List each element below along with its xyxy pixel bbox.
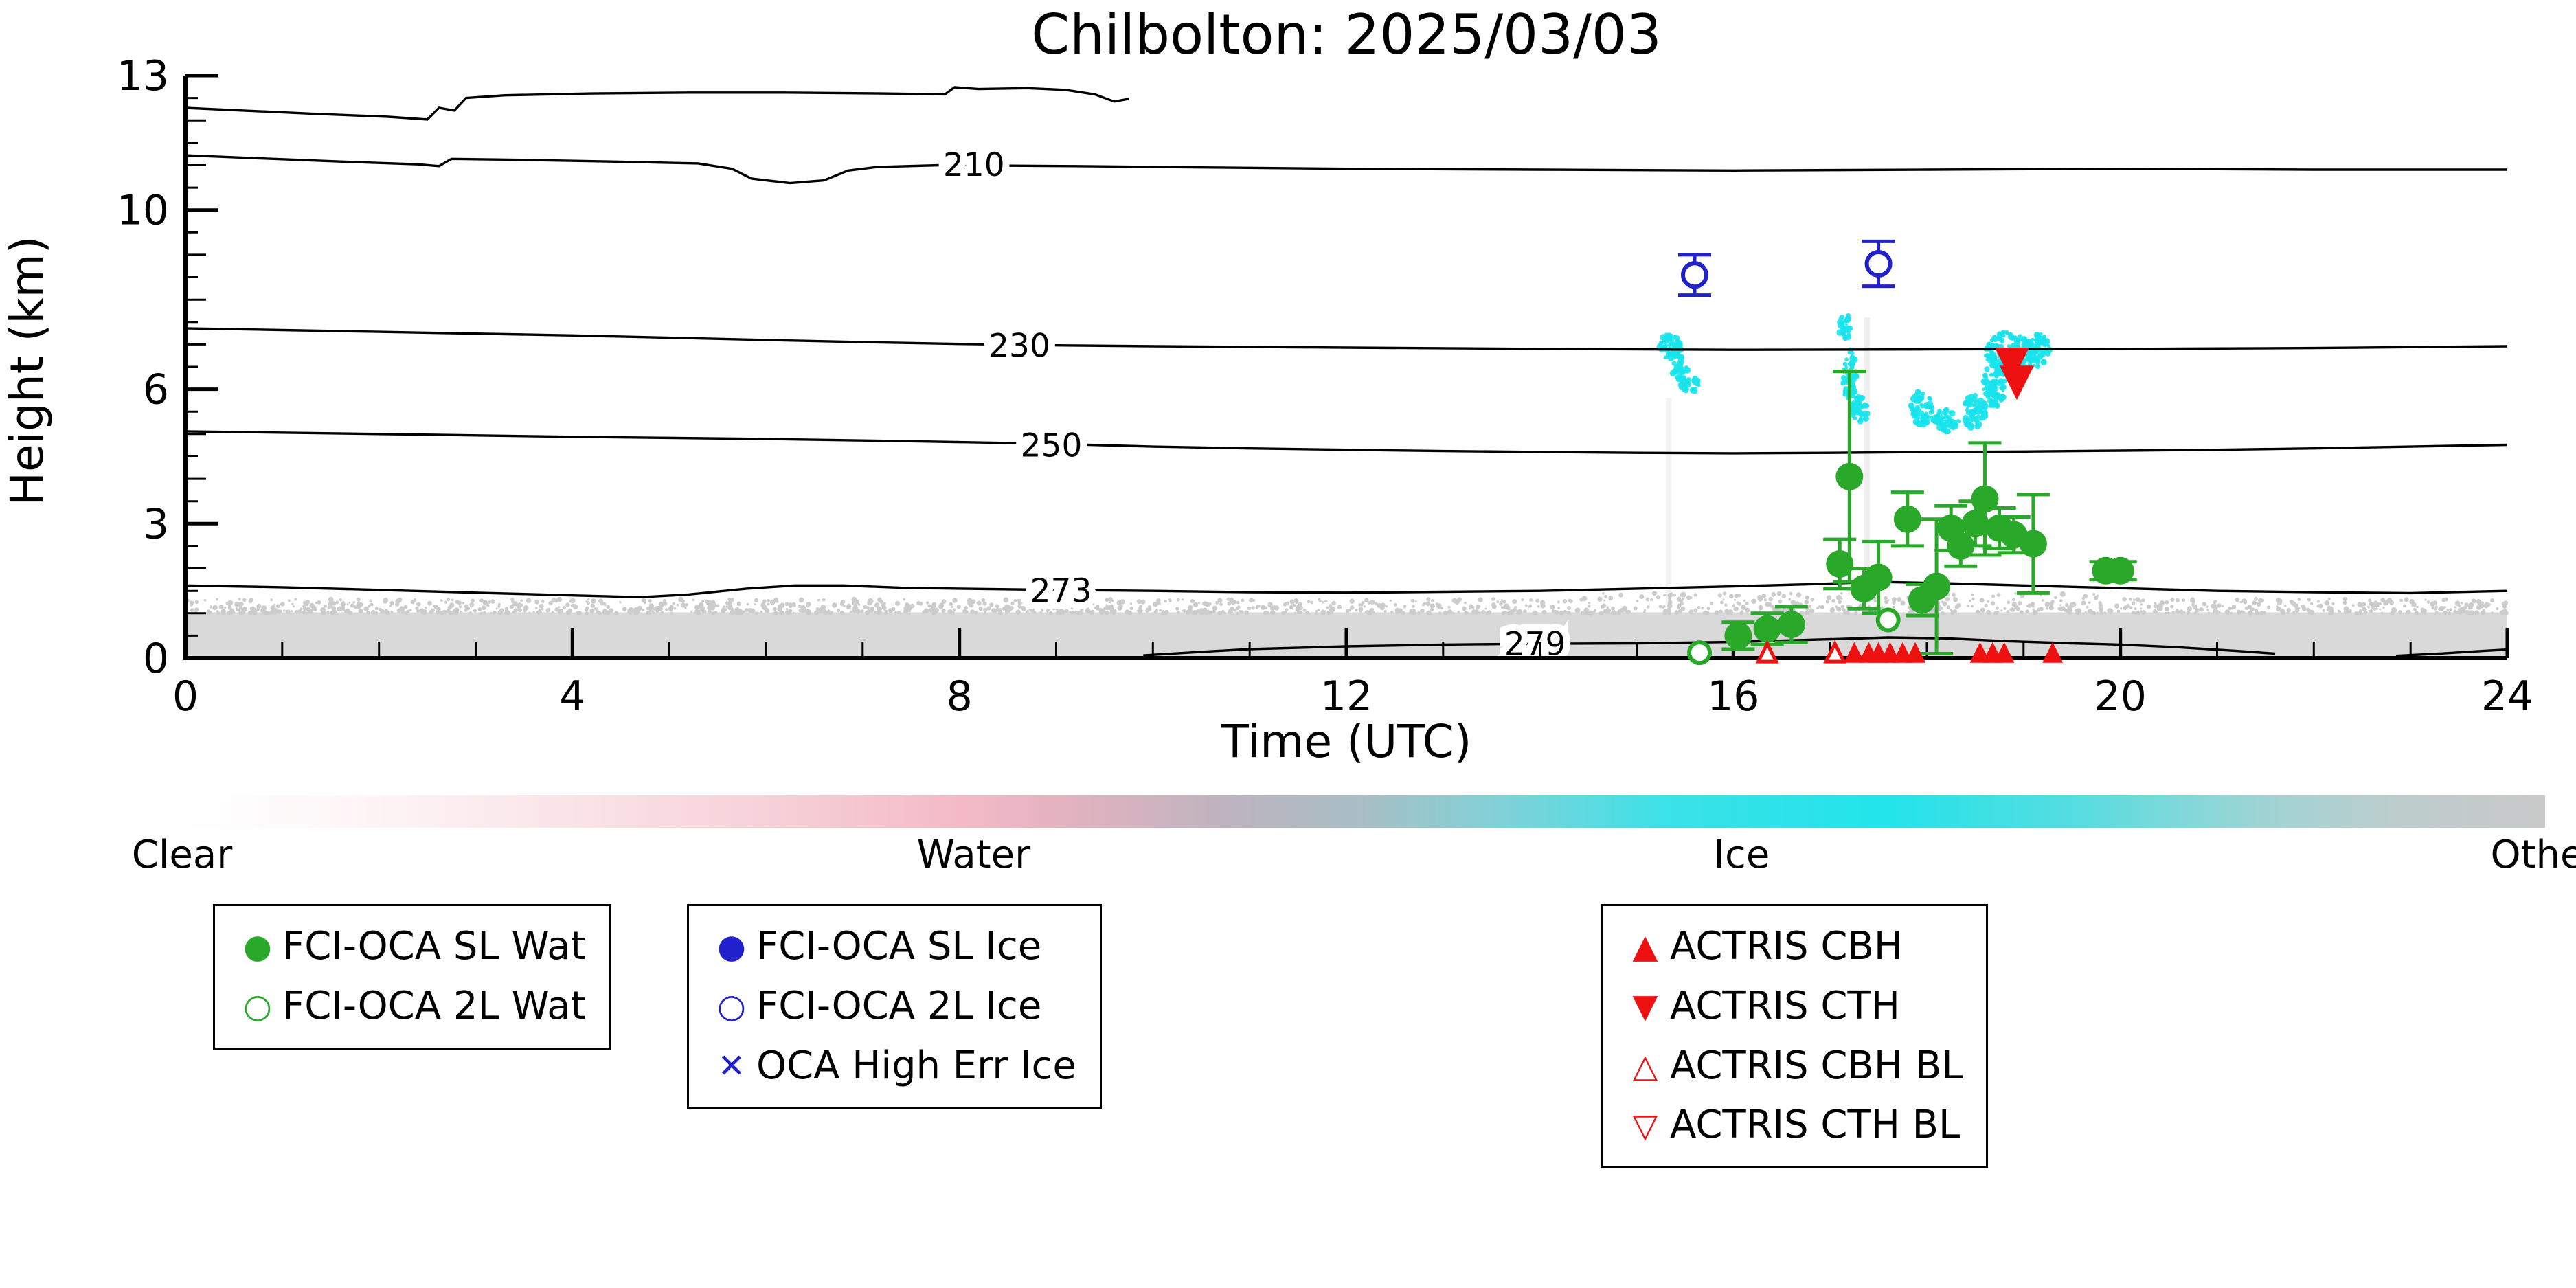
- marker-fci-oca-sl-wat: [1923, 572, 1951, 600]
- colorbar-labels: Clear Water Ice Other: [132, 833, 2576, 881]
- tri-up-open-icon: △: [1632, 1046, 1658, 1085]
- legend-label-fci-oca-sl-wat: FCI-OCA SL Wat: [282, 924, 586, 969]
- x-axis-label: Time (UTC): [1221, 715, 1472, 768]
- legend-item-actris-cbh: ▲ ACTRIS CBH: [1620, 917, 1963, 977]
- circle-filled-icon: ●: [243, 927, 272, 967]
- marker-fci-oca-2l-ice: [1681, 261, 1708, 289]
- contour-label: 230: [988, 328, 1050, 365]
- x-tick-label: 4: [559, 673, 585, 721]
- marker-actris-cth: [1994, 348, 2029, 383]
- marker-fci-oca-sl-wat: [1724, 622, 1752, 650]
- legend-box-1: ● FCI-OCA SL Wat ○ FCI-OCA 2L Wat: [213, 904, 611, 1050]
- marker-fci-oca-sl-wat: [1971, 485, 1999, 513]
- y-tick-label: 0: [143, 635, 169, 683]
- marker-fci-oca-sl-wat: [2019, 530, 2047, 558]
- x-icon: ✕: [717, 1046, 746, 1085]
- tri-down-filled-icon: ▼: [1632, 987, 1658, 1026]
- temperature-contour: [1143, 636, 2276, 657]
- legend-item-fci-oca-sl-wat: ● FCI-OCA SL Wat: [233, 917, 586, 977]
- legend-item-fci-oca-sl-ice: ● FCI-OCA SL Ice: [707, 917, 1076, 977]
- marker-fci-oca-sl-wat: [1835, 462, 1864, 490]
- x-tick-label: 16: [1707, 673, 1759, 721]
- y-tick-label: 3: [143, 500, 169, 548]
- marker-fci-oca-sl-wat: [2106, 556, 2134, 585]
- legend-label-actris-cth-bl: ACTRIS CTH BL: [1670, 1103, 1961, 1148]
- marker-fci-oca-sl-wat: [1826, 550, 1854, 578]
- colorbar-label-ice: Ice: [1713, 833, 1770, 877]
- legend-label-actris-cbh-bl: ACTRIS CBH BL: [1670, 1043, 1963, 1088]
- circle-open-icon: ○: [243, 987, 272, 1026]
- legend-item-fci-oca-2l-ice: ○ FCI-OCA 2L Ice: [707, 977, 1076, 1037]
- legend-boxes: ● FCI-OCA SL Wat ○ FCI-OCA 2L Wat ● FCI-OCA S…: [0, 901, 2576, 1217]
- x-tick-label: 0: [172, 673, 199, 721]
- legend-box-3: ▲ ACTRIS CBH ▼ ACTRIS CTH △ ACTRIS CBH BL ▽ ACT…: [1601, 904, 1989, 1169]
- legend-box-2: ● FCI-OCA SL Ice ○ FCI-OCA 2L Ice ✕ OCA High …: [687, 904, 1102, 1109]
- colorbar-label-other: Other: [2490, 833, 2576, 877]
- contour-label: 210: [943, 146, 1005, 184]
- legend-item-fci-oca-2l-wat: ○ FCI-OCA 2L Wat: [233, 977, 586, 1037]
- legend-label-fci-oca-2l-ice: FCI-OCA 2L Ice: [756, 983, 1042, 1028]
- y-tick-label: 10: [117, 187, 169, 235]
- legend-item-oca-high-err-ice: ✕ OCA High Err Ice: [707, 1037, 1076, 1096]
- marker-actris-cbh: [1993, 642, 2015, 663]
- contour-label: 273: [1030, 572, 1092, 610]
- marker-actris-cbh: [1844, 642, 1865, 663]
- axes: [183, 76, 2507, 660]
- marker-fci-oca-sl-wat: [1893, 505, 1921, 533]
- marker-actris-cbh-bl: [1823, 640, 1847, 664]
- legend-label-fci-oca-2l-wat: FCI-OCA 2L Wat: [282, 983, 586, 1028]
- marker-actris-cbh: [2042, 642, 2064, 663]
- x-tick-label: 12: [1320, 673, 1372, 721]
- marker-fci-oca-sl-wat: [1864, 563, 1893, 591]
- temperature-contour: [2395, 648, 2508, 657]
- x-tick-label: 8: [947, 673, 973, 721]
- y-tick-label: 6: [143, 366, 169, 414]
- circle-filled-icon: ●: [717, 927, 746, 967]
- legend-item-actris-cth: ▼ ACTRIS CTH: [1620, 977, 1963, 1037]
- legend-item-actris-cth-bl: ▽ ACTRIS CTH BL: [1620, 1096, 1963, 1155]
- marker-fci-oca-sl-wat: [1753, 615, 1781, 643]
- classification-colorbar: [182, 795, 2545, 828]
- x-tick-label: 20: [2094, 673, 2147, 721]
- x-tick-label: 24: [2481, 673, 2533, 721]
- circle-open-icon: ○: [717, 987, 746, 1026]
- temperature-contour: [185, 86, 1129, 121]
- temperature-contour: [185, 154, 2507, 185]
- lidar-streak: [1665, 398, 1672, 605]
- colorbar-label-water: Water: [916, 833, 1031, 877]
- temperature-contour: [185, 430, 2508, 455]
- chart-title: Chilbolton: 2025/03/03: [1031, 3, 1661, 67]
- y-axis-label: Height (km): [1, 236, 54, 506]
- legend-label-actris-cth: ACTRIS CTH: [1670, 983, 1900, 1028]
- marker-fci-oca-sl-wat: [1961, 510, 1989, 538]
- marker-fci-oca-2l-ice: [1864, 249, 1893, 278]
- legend-label-fci-oca-sl-ice: FCI-OCA SL Ice: [756, 924, 1042, 969]
- y-tick-label: 13: [117, 52, 169, 100]
- legend-label-actris-cbh: ACTRIS CBH: [1670, 924, 1903, 969]
- marker-fci-oca-2l-wat: [1687, 640, 1713, 666]
- marker-actris-cbh: [1905, 642, 1926, 663]
- marker-actris-cbh-bl: [1755, 640, 1779, 664]
- tri-up-filled-icon: ▲: [1632, 927, 1658, 967]
- tri-down-open-icon: ▽: [1632, 1106, 1658, 1145]
- temperature-contour: [185, 580, 2508, 599]
- temperature-contour: [185, 327, 2508, 351]
- marker-fci-oca-2l-wat: [1875, 607, 1901, 633]
- lidar-streak: [1864, 317, 1870, 605]
- marker-fci-oca-sl-wat: [1777, 611, 1805, 639]
- colorbar-label-clear: Clear: [131, 833, 233, 877]
- marker-actris-cth: [1999, 365, 2034, 400]
- legend-label-oca-high-err-ice: OCA High Err Ice: [756, 1043, 1076, 1088]
- contour-label: 250: [1021, 427, 1083, 465]
- legend-item-actris-cbh-bl: △ ACTRIS CBH BL: [1620, 1037, 1963, 1096]
